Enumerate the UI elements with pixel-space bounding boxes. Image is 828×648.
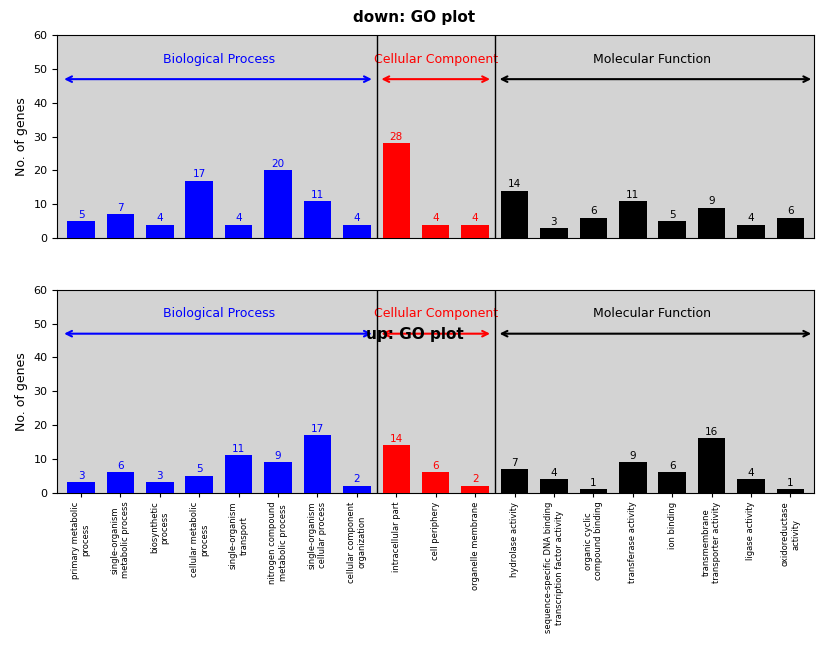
Text: 4: 4 <box>471 213 478 223</box>
Text: 3: 3 <box>156 471 163 481</box>
Y-axis label: No. of genes: No. of genes <box>15 352 28 430</box>
Bar <box>500 191 527 238</box>
Text: 7: 7 <box>511 457 518 468</box>
Bar <box>185 476 213 492</box>
Bar <box>303 201 331 238</box>
Text: 16: 16 <box>704 427 717 437</box>
Bar <box>540 479 567 492</box>
Text: 17: 17 <box>310 424 324 434</box>
Text: 2: 2 <box>354 474 360 485</box>
Bar <box>657 472 685 492</box>
Bar <box>657 221 685 238</box>
Bar <box>460 486 489 492</box>
Text: 11: 11 <box>232 444 245 454</box>
Text: 28: 28 <box>389 132 402 142</box>
Bar <box>107 472 134 492</box>
Text: 6: 6 <box>590 207 596 216</box>
Text: 5: 5 <box>668 210 675 220</box>
Bar <box>460 225 489 238</box>
Text: 4: 4 <box>747 468 753 478</box>
Bar <box>697 207 724 238</box>
Bar <box>382 445 410 492</box>
Text: 4: 4 <box>550 468 556 478</box>
Text: Molecular Function: Molecular Function <box>593 307 710 320</box>
Bar <box>146 225 173 238</box>
Bar <box>185 181 213 238</box>
Bar <box>421 472 449 492</box>
Text: 4: 4 <box>354 213 360 223</box>
Bar <box>343 486 370 492</box>
Text: 9: 9 <box>707 196 714 206</box>
Text: 9: 9 <box>274 451 281 461</box>
Bar <box>540 228 567 238</box>
Bar <box>736 225 763 238</box>
Bar <box>303 435 331 492</box>
Bar <box>67 483 94 492</box>
Bar <box>736 479 763 492</box>
Text: 11: 11 <box>310 189 324 200</box>
Bar <box>619 462 646 492</box>
Text: 17: 17 <box>192 169 205 179</box>
Text: 14: 14 <box>389 434 402 444</box>
Text: 6: 6 <box>117 461 123 471</box>
Text: 4: 4 <box>432 213 439 223</box>
Text: 14: 14 <box>508 179 521 189</box>
Text: 2: 2 <box>471 474 478 485</box>
Bar <box>264 462 291 492</box>
Text: Biological Process: Biological Process <box>163 307 275 320</box>
Bar <box>697 439 724 492</box>
Bar <box>579 218 606 238</box>
Text: 3: 3 <box>550 216 556 227</box>
Text: 1: 1 <box>590 478 596 488</box>
Text: Cellular Component: Cellular Component <box>373 52 497 65</box>
Bar <box>146 483 173 492</box>
Text: down: GO plot: down: GO plot <box>353 10 475 25</box>
Text: 20: 20 <box>272 159 284 169</box>
Bar <box>421 225 449 238</box>
Text: 6: 6 <box>786 207 792 216</box>
Bar <box>776 218 803 238</box>
Text: 4: 4 <box>235 213 242 223</box>
Bar <box>619 201 646 238</box>
Bar <box>224 456 253 492</box>
Bar <box>776 489 803 492</box>
Text: 4: 4 <box>747 213 753 223</box>
Bar <box>579 489 606 492</box>
Bar <box>500 469 527 492</box>
Text: 9: 9 <box>628 451 635 461</box>
Text: 5: 5 <box>78 210 84 220</box>
Bar <box>107 214 134 238</box>
Text: 11: 11 <box>625 189 638 200</box>
Y-axis label: No. of genes: No. of genes <box>15 97 28 176</box>
Text: 1: 1 <box>786 478 792 488</box>
Text: 6: 6 <box>668 461 675 471</box>
Bar <box>67 221 94 238</box>
Text: Cellular Component: Cellular Component <box>373 307 497 320</box>
Bar <box>264 170 291 238</box>
Text: up: GO plot: up: GO plot <box>365 327 463 342</box>
Text: 7: 7 <box>117 203 123 213</box>
Text: 6: 6 <box>432 461 439 471</box>
Text: 3: 3 <box>78 471 84 481</box>
Text: Molecular Function: Molecular Function <box>593 52 710 65</box>
Bar <box>343 225 370 238</box>
Bar <box>224 225 253 238</box>
Text: 5: 5 <box>195 465 202 474</box>
Text: 4: 4 <box>156 213 163 223</box>
Bar <box>382 143 410 238</box>
Text: Biological Process: Biological Process <box>163 52 275 65</box>
